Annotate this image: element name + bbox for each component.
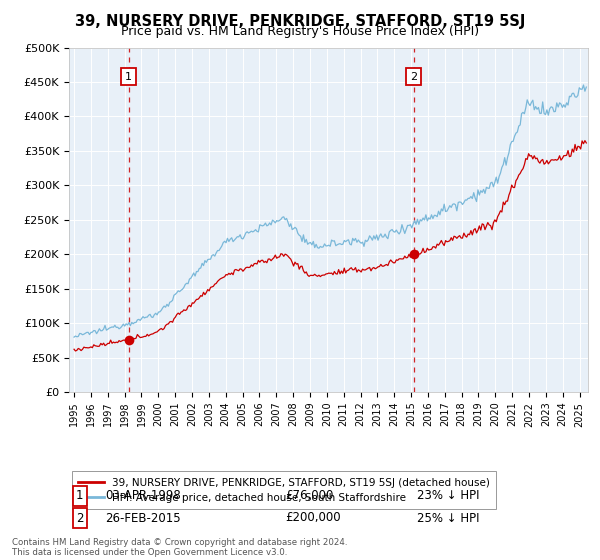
Text: 39, NURSERY DRIVE, PENKRIDGE, STAFFORD, ST19 5SJ: 39, NURSERY DRIVE, PENKRIDGE, STAFFORD, … [75, 14, 525, 29]
Text: 23% ↓ HPI: 23% ↓ HPI [417, 489, 479, 502]
Text: 1: 1 [125, 72, 133, 82]
Text: 26-FEB-2015: 26-FEB-2015 [105, 511, 181, 525]
Text: 2: 2 [410, 72, 417, 82]
Text: 2: 2 [76, 511, 83, 525]
Text: 1: 1 [76, 489, 83, 502]
Text: £76,000: £76,000 [285, 489, 334, 502]
Text: 03-APR-1998: 03-APR-1998 [105, 489, 181, 502]
Text: £200,000: £200,000 [285, 511, 341, 525]
Text: 25% ↓ HPI: 25% ↓ HPI [417, 511, 479, 525]
Text: Contains HM Land Registry data © Crown copyright and database right 2024.
This d: Contains HM Land Registry data © Crown c… [12, 538, 347, 557]
Text: Price paid vs. HM Land Registry's House Price Index (HPI): Price paid vs. HM Land Registry's House … [121, 25, 479, 38]
Legend: 39, NURSERY DRIVE, PENKRIDGE, STAFFORD, ST19 5SJ (detached house), HPI: Average : 39, NURSERY DRIVE, PENKRIDGE, STAFFORD, … [71, 472, 496, 510]
